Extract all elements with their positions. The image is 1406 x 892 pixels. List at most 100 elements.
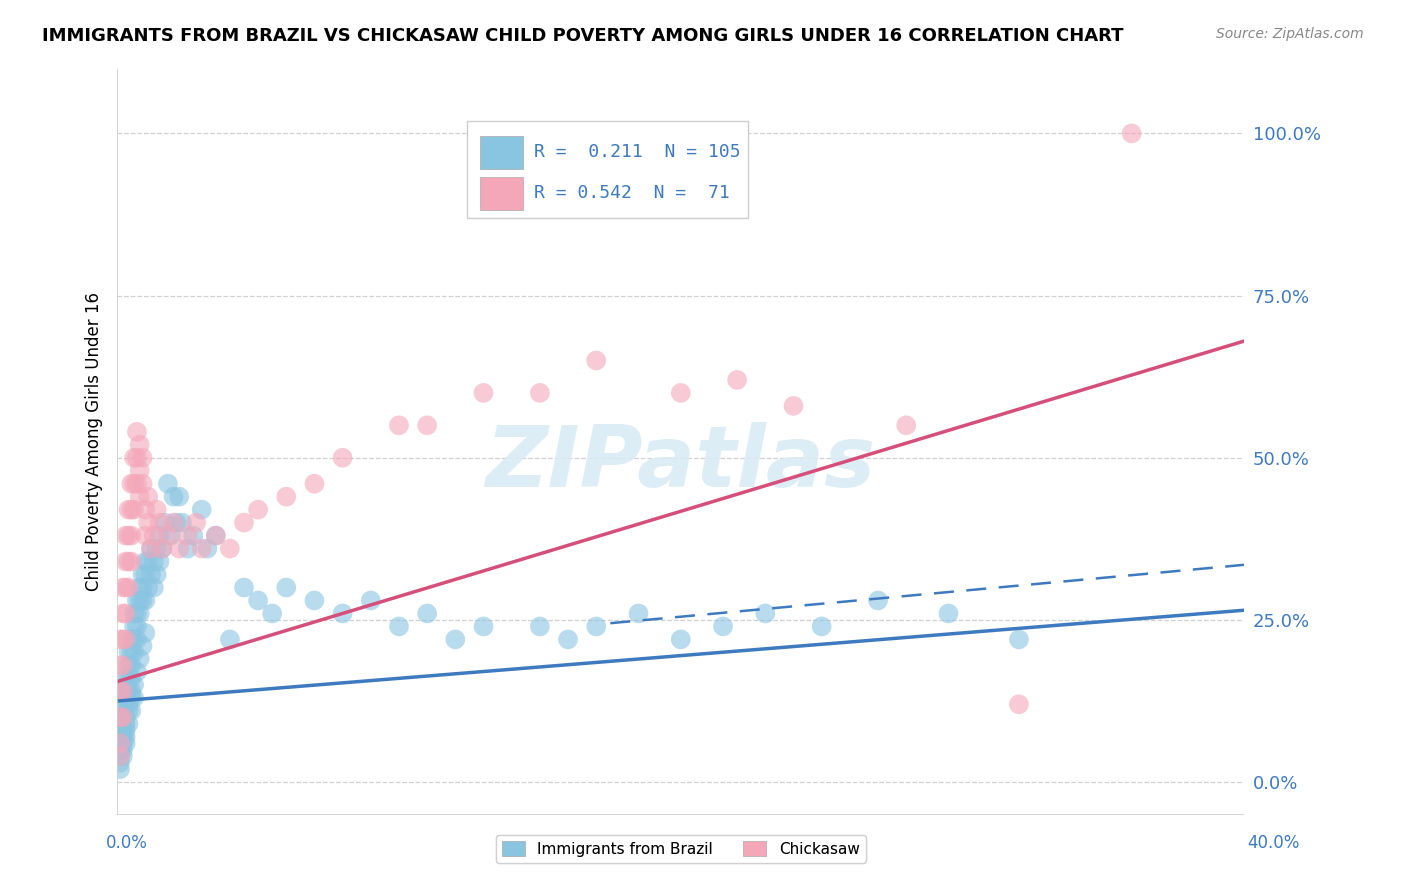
Point	[108, 658, 131, 673]
Point	[896, 418, 918, 433]
Point	[111, 749, 134, 764]
Point	[122, 607, 145, 621]
Point	[117, 684, 139, 698]
Point	[111, 684, 134, 698]
Point	[159, 528, 181, 542]
Point	[276, 581, 298, 595]
Point	[585, 619, 607, 633]
Point	[108, 742, 131, 756]
Point	[122, 450, 145, 465]
Point	[114, 632, 136, 647]
Point	[176, 528, 198, 542]
Point	[108, 749, 131, 764]
Point	[148, 555, 170, 569]
Point	[131, 450, 153, 465]
Point	[170, 516, 193, 530]
Text: ZIPatlas: ZIPatlas	[485, 423, 876, 506]
Point	[131, 639, 153, 653]
Point	[529, 619, 551, 633]
Point	[139, 541, 162, 556]
Point	[117, 502, 139, 516]
Point	[120, 671, 142, 685]
Point	[529, 385, 551, 400]
Point	[276, 490, 298, 504]
Point	[145, 541, 167, 556]
Point	[111, 710, 134, 724]
Point	[111, 684, 134, 698]
Point	[156, 476, 179, 491]
Point	[162, 490, 184, 504]
Point	[162, 516, 184, 530]
Point	[120, 684, 142, 698]
Point	[108, 749, 131, 764]
Point	[117, 528, 139, 542]
Text: 40.0%: 40.0%	[1247, 834, 1299, 852]
Point	[136, 490, 159, 504]
Point	[557, 632, 579, 647]
Point	[120, 502, 142, 516]
Point	[233, 516, 256, 530]
Point	[117, 671, 139, 685]
Point	[108, 736, 131, 750]
Point	[122, 678, 145, 692]
FancyBboxPatch shape	[479, 136, 523, 169]
Point	[184, 516, 207, 530]
Point	[219, 541, 242, 556]
Point	[181, 528, 204, 542]
Point	[134, 626, 156, 640]
Point	[125, 425, 148, 439]
Point	[120, 476, 142, 491]
Point	[131, 581, 153, 595]
Point	[117, 645, 139, 659]
Point	[131, 476, 153, 491]
Point	[190, 502, 212, 516]
Point	[754, 607, 776, 621]
Y-axis label: Child Poverty Among Girls Under 16: Child Poverty Among Girls Under 16	[86, 292, 103, 591]
Point	[304, 593, 326, 607]
Point	[114, 736, 136, 750]
Point	[156, 528, 179, 542]
Point	[585, 353, 607, 368]
Point	[125, 450, 148, 465]
Point	[148, 516, 170, 530]
Point	[128, 581, 150, 595]
Point	[139, 541, 162, 556]
Point	[134, 593, 156, 607]
FancyBboxPatch shape	[479, 177, 523, 211]
Point	[782, 399, 804, 413]
Point	[153, 516, 176, 530]
Point	[304, 476, 326, 491]
Point	[150, 541, 173, 556]
Point	[128, 593, 150, 607]
Point	[114, 607, 136, 621]
Point	[360, 593, 382, 607]
Point	[204, 528, 226, 542]
Point	[190, 541, 212, 556]
Point	[120, 645, 142, 659]
Point	[134, 528, 156, 542]
Point	[114, 528, 136, 542]
Point	[167, 541, 190, 556]
Text: IMMIGRANTS FROM BRAZIL VS CHICKASAW CHILD POVERTY AMONG GIRLS UNDER 16 CORRELATI: IMMIGRANTS FROM BRAZIL VS CHICKASAW CHIL…	[42, 27, 1123, 45]
Point	[122, 645, 145, 659]
Point	[142, 581, 165, 595]
Point	[165, 516, 187, 530]
Point	[148, 528, 170, 542]
Point	[117, 581, 139, 595]
Point	[472, 619, 495, 633]
Point	[1008, 698, 1031, 712]
Point	[139, 567, 162, 582]
Point	[111, 607, 134, 621]
Point	[125, 632, 148, 647]
Point	[247, 502, 270, 516]
Point	[114, 581, 136, 595]
Point	[114, 671, 136, 685]
Point	[117, 716, 139, 731]
Text: 0.0%: 0.0%	[105, 834, 148, 852]
Point	[142, 555, 165, 569]
Point	[145, 502, 167, 516]
Point	[108, 710, 131, 724]
Point	[416, 418, 439, 433]
Point	[711, 619, 734, 633]
Point	[627, 607, 650, 621]
